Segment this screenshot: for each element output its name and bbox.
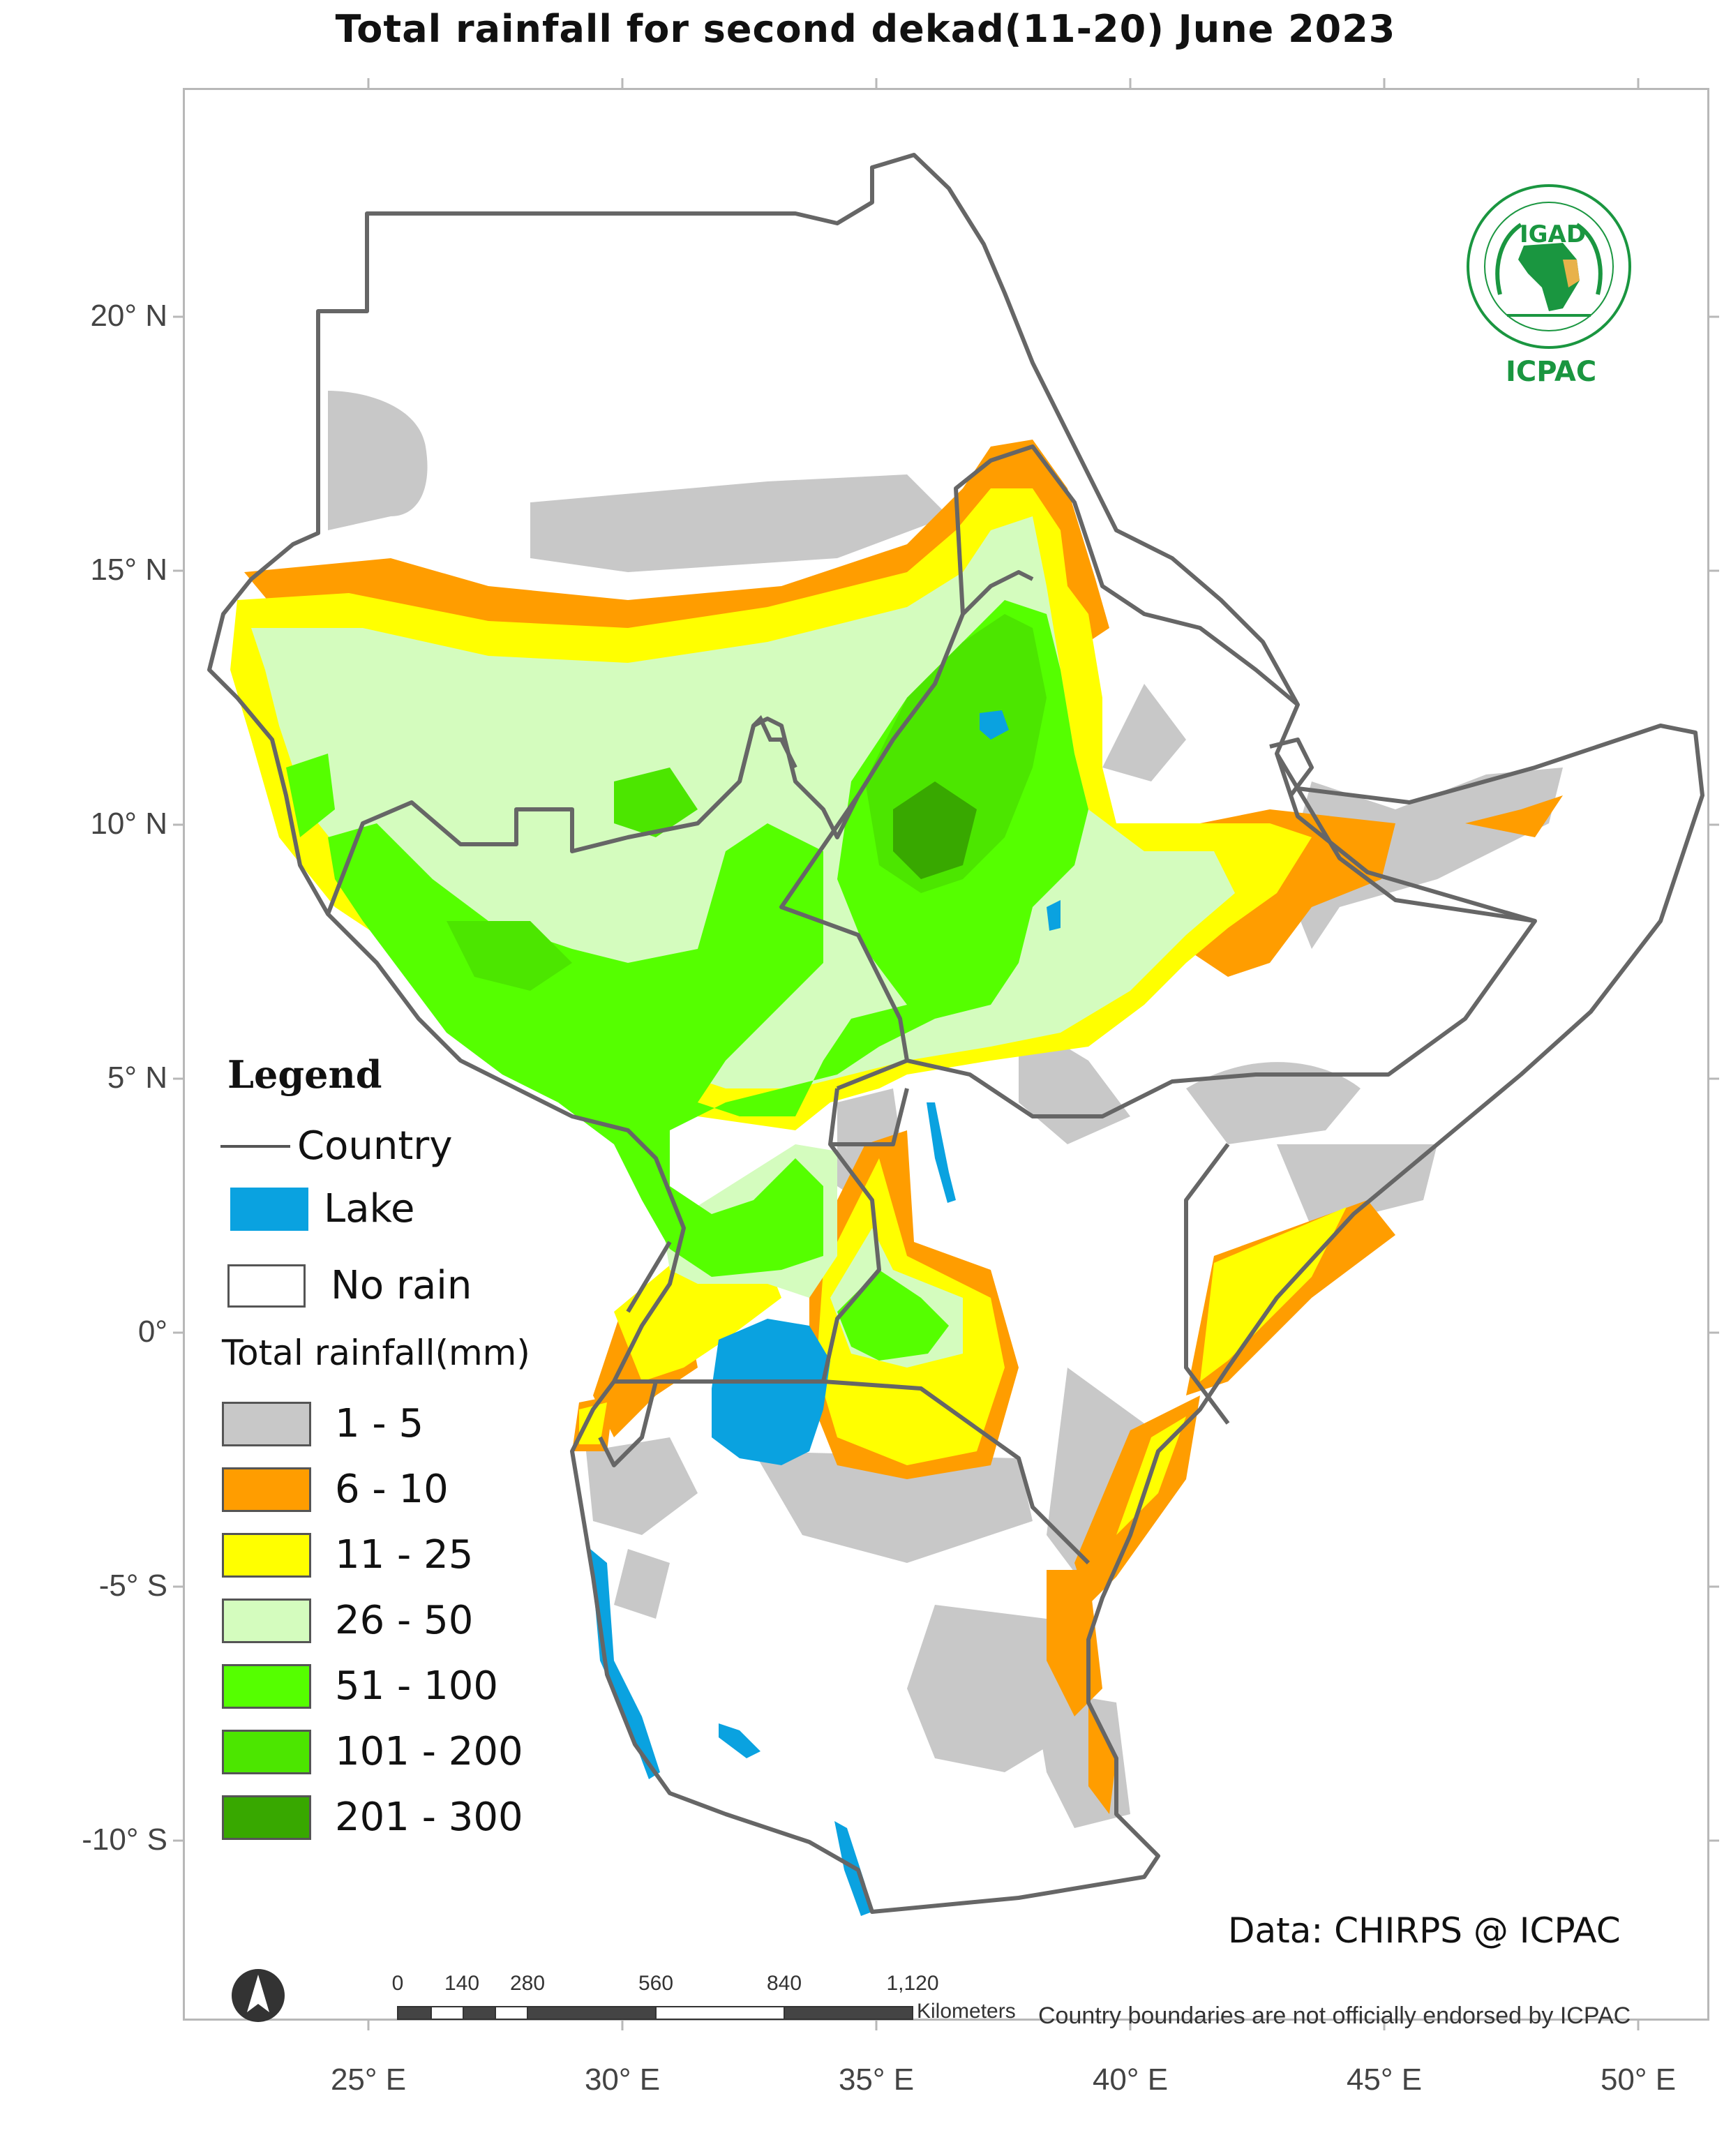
- lat-tick-label: 20° N: [90, 299, 167, 333]
- class-swatch: [222, 1598, 311, 1643]
- class-swatch: [222, 1532, 311, 1578]
- lake-tana: [980, 710, 1009, 740]
- legend-no-rain: No rain: [227, 1263, 472, 1308]
- class-swatch: [222, 1795, 311, 1840]
- class-swatch: [222, 1663, 311, 1709]
- lake-turkana: [927, 1102, 956, 1203]
- logo-name: IGAD: [1520, 220, 1587, 248]
- lon-tick-label: 25° E: [330, 2063, 407, 2097]
- legend-class: 51 - 100: [222, 1663, 498, 1709]
- lat-tick-label: 0°: [137, 1315, 167, 1349]
- class-label: 201 - 300: [335, 1795, 523, 1840]
- scale-label: 0: [391, 1972, 404, 1995]
- graticule-ticks: [173, 78, 1719, 2030]
- legend-class: 11 - 25: [222, 1532, 473, 1578]
- class-label: 1 - 5: [335, 1401, 424, 1446]
- legend-lake: Lake: [230, 1186, 414, 1232]
- scale-label: 840: [766, 1972, 802, 1995]
- data-credit: Data: CHIRPS @ ICPAC: [1228, 1910, 1621, 1951]
- lat-tick-label: -5° S: [98, 1569, 167, 1603]
- scale-unit: Kilometers: [917, 2000, 1016, 2023]
- legend-lake-label: Lake: [324, 1186, 415, 1232]
- logo-subtitle: ICPAC: [1506, 356, 1597, 388]
- lake-swatch: [230, 1187, 308, 1231]
- class-swatch: [222, 1401, 311, 1446]
- class-swatch: [222, 1729, 311, 1774]
- lon-tick-label: 30° E: [584, 2063, 661, 2097]
- lon-tick-label: 35° E: [838, 2063, 915, 2097]
- legend-class: 201 - 300: [222, 1795, 523, 1840]
- sudan-notch: [751, 714, 797, 769]
- legend-class: 1 - 5: [222, 1401, 424, 1446]
- scale-label: 140: [444, 1972, 480, 1995]
- lat-tick-label: 5° N: [107, 1061, 167, 1095]
- lon-tick-label: 40° E: [1092, 2063, 1169, 2097]
- legend-class: 101 - 200: [222, 1729, 523, 1774]
- class-label: 51 - 100: [335, 1663, 498, 1709]
- country-line-icon: [220, 1144, 290, 1148]
- legend-country-label: Country: [297, 1123, 453, 1169]
- scale-bar: [397, 2006, 913, 2020]
- legend-no-rain-label: No rain: [331, 1263, 472, 1308]
- class-swatch: [222, 1467, 311, 1512]
- boundary-disclaimer: Country boundaries are not officially en…: [1038, 2002, 1631, 2029]
- lon-tick-label: 45° E: [1346, 2063, 1423, 2097]
- legend-title: Legend: [227, 1052, 382, 1097]
- lon-tick-label: 50° E: [1600, 2063, 1677, 2097]
- class-label: 6 - 10: [335, 1467, 449, 1512]
- class-label: 11 - 25: [335, 1532, 474, 1578]
- legend-class: 26 - 50: [222, 1598, 473, 1643]
- legend-country: Country: [220, 1123, 452, 1169]
- lake-tanganyika: [590, 1549, 660, 1779]
- lat-tick-label: 15° N: [90, 553, 167, 587]
- no-rain-swatch: [227, 1264, 306, 1308]
- scale-label: 1,120: [886, 1972, 939, 1995]
- scale-label: 560: [638, 1972, 674, 1995]
- igad-logo: [1467, 184, 1631, 349]
- rain-201-300-layer: [893, 781, 977, 879]
- scale-label: 280: [509, 1972, 546, 1995]
- legend-class: 6 - 10: [222, 1467, 449, 1512]
- lake-victoria: [712, 1319, 830, 1465]
- lat-tick-label: -10° S: [82, 1822, 167, 1857]
- map-frame: [183, 88, 1709, 2021]
- class-label: 26 - 50: [335, 1598, 474, 1643]
- lat-tick-label: 10° N: [90, 807, 167, 841]
- class-label: 101 - 200: [335, 1729, 523, 1774]
- map-title: Total rainfall for second dekad(11-20) J…: [335, 7, 1396, 51]
- legend-rainfall-heading: Total rainfall(mm): [222, 1333, 530, 1373]
- north-arrow-icon: [232, 1969, 285, 2022]
